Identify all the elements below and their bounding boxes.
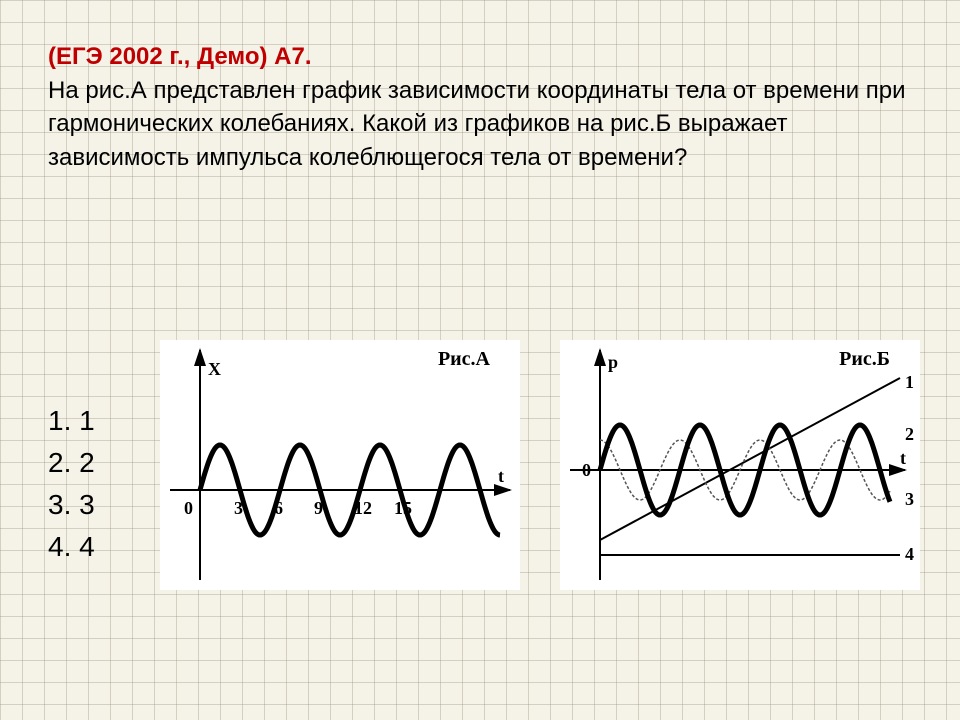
svg-text:3: 3 [234,498,243,518]
svg-text:12: 12 [354,498,372,518]
slide-content: (ЕГЭ 2002 г., Демо) А7. На рис.А предста… [0,0,960,720]
answer-list: 1. 1 2. 2 3. 3 4. 4 [48,400,95,568]
svg-text:X: X [208,359,221,379]
figure-b-title: Рис.Б [839,348,890,371]
svg-text:0: 0 [184,498,193,518]
svg-text:3: 3 [905,489,914,509]
answer-option: 3. 3 [48,484,95,526]
svg-text:1: 1 [905,372,914,392]
svg-text:t: t [498,466,504,486]
answer-option: 4. 4 [48,526,95,568]
svg-text:2: 2 [905,424,914,444]
svg-text:0: 0 [582,460,591,480]
svg-text:t: t [900,448,906,468]
question-title: (ЕГЭ 2002 г., Демо) А7. [48,43,312,70]
figure-b-svg: p t 0 1 2 3 4 [560,340,920,590]
question-text: На рис.А представлен график зависимости … [48,77,906,171]
svg-text:p: p [608,352,618,372]
figure-a-title: Рис.А [438,348,490,371]
figures-row: Рис.А Xt03691215 Рис.Б pt01234 [160,340,920,590]
svg-text:15: 15 [394,498,412,518]
svg-text:9: 9 [314,498,323,518]
figure-b: Рис.Б p t 0 1 2 3 4 [560,340,920,590]
figure-a-svg: Xt 0 3 6 9 12 15 [160,340,520,590]
svg-text:4: 4 [905,544,914,564]
answer-option: 1. 1 [48,400,95,442]
svg-text:6: 6 [274,498,283,518]
figure-a: Рис.А Xt 0 3 6 9 12 15 [160,340,520,590]
question-block: (ЕГЭ 2002 г., Демо) А7. На рис.А предста… [48,40,912,174]
answer-option: 2. 2 [48,442,95,484]
